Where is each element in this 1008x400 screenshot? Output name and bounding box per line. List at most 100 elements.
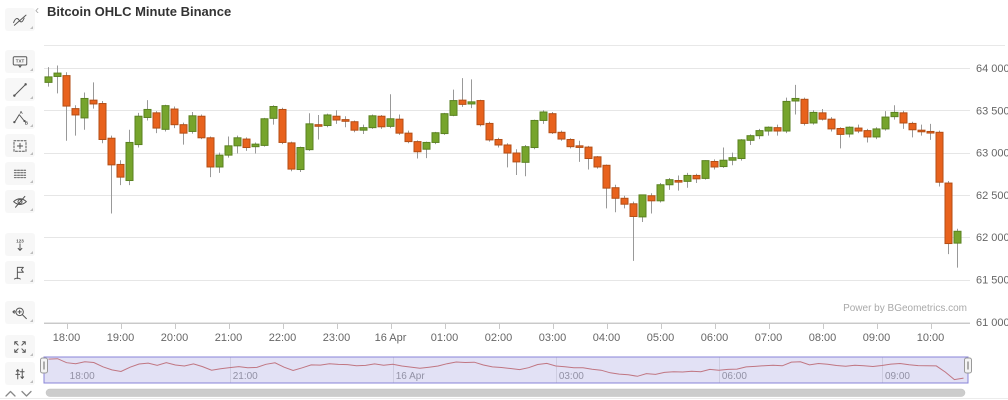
compare-arrows-tool[interactable] <box>5 362 35 385</box>
candle-down <box>773 127 782 132</box>
candle-up <box>215 154 224 168</box>
counter-icon: 123 <box>16 238 24 251</box>
crosshair-box-icon <box>13 139 27 152</box>
y-axis-label: 61 500 <box>976 275 1008 287</box>
navigator-label: 16 Apr <box>396 371 426 382</box>
candle-down <box>602 164 611 189</box>
expand-icon <box>14 340 26 353</box>
candle-up <box>764 126 773 132</box>
candle-down <box>242 138 251 149</box>
candle-up <box>872 128 881 138</box>
x-axis-label: 16 Apr <box>375 332 407 344</box>
candle-down <box>152 112 161 129</box>
y-axis-label: 63 000 <box>976 148 1008 160</box>
eye-slash-icon <box>13 195 27 208</box>
x-axis-label: 23:00 <box>323 332 351 344</box>
candle-down <box>899 112 908 124</box>
candle-up <box>530 119 539 149</box>
y-axis-label: 64 000 <box>976 63 1008 75</box>
candle-down <box>116 163 125 178</box>
credits-link[interactable]: Power by BGeometrics.com <box>843 303 967 314</box>
hide-annotations-tool[interactable] <box>5 190 35 213</box>
candle-down <box>395 118 404 134</box>
candle-down <box>575 145 584 148</box>
candle-up <box>134 115 143 146</box>
candle-down <box>647 195 656 202</box>
candle-down <box>503 144 512 154</box>
candle-down <box>566 138 575 148</box>
candle-up <box>44 76 53 83</box>
candle-up <box>143 108 152 118</box>
candle-up <box>953 230 962 244</box>
candle-down <box>629 203 638 217</box>
segment-tool[interactable] <box>5 78 35 101</box>
toolbar-scroll-down[interactable] <box>20 385 33 397</box>
candle-up <box>728 157 737 161</box>
candle-up <box>890 111 899 118</box>
text-annotation-tool[interactable]: TXT <box>5 50 35 73</box>
plot-area[interactable] <box>44 46 970 323</box>
candle-down <box>350 121 359 131</box>
candle-up <box>359 127 368 131</box>
x-axis-label: 03:00 <box>539 332 567 344</box>
candle-up <box>440 113 449 135</box>
navigator-label: 09:00 <box>885 371 910 382</box>
x-axis-label: 08:00 <box>809 332 837 344</box>
navigator-handle-left[interactable] <box>40 357 48 374</box>
x-axis-label: 02:00 <box>485 332 513 344</box>
x-axis-label: 22:00 <box>269 332 297 344</box>
candle-down <box>71 108 80 116</box>
zoom-range-tool[interactable] <box>5 301 35 324</box>
candle-down <box>458 99 467 105</box>
candle-up <box>323 114 332 127</box>
parallel-lines-tool[interactable] <box>5 162 35 185</box>
candle-down <box>278 108 287 143</box>
candle-up <box>638 194 647 218</box>
candle-up <box>521 146 530 163</box>
y-axis-label: 62 000 <box>976 232 1008 244</box>
y-axis-label: 61 000 <box>976 317 1008 329</box>
toolbar-scroll-up[interactable] <box>4 385 17 397</box>
svg-text:B: B <box>25 120 29 125</box>
navigator: 18:00 21:00 16 Apr 03:00 06:00 09:00 <box>40 356 972 384</box>
x-axis-label: 21:00 <box>215 332 243 344</box>
x-axis-label: 04:00 <box>593 332 621 344</box>
candle-down <box>197 115 206 139</box>
candle-down <box>107 137 116 166</box>
candle-up <box>260 118 269 146</box>
candle-up <box>53 72 62 77</box>
toolbar-collapse-button[interactable]: ‹ <box>35 3 39 17</box>
candle-down <box>674 180 683 183</box>
crosshair-select-tool[interactable] <box>5 134 35 157</box>
candle-up <box>269 105 278 119</box>
navigator-handle-right[interactable] <box>964 357 972 374</box>
candle-up <box>539 111 548 121</box>
candle-up <box>386 118 395 127</box>
navigator-selected-range[interactable] <box>43 356 969 384</box>
candle-up <box>782 100 791 132</box>
counter-tool[interactable]: 123 <box>5 233 35 256</box>
candle-down <box>485 122 494 141</box>
candle-down <box>584 146 593 160</box>
candle-up <box>656 184 665 202</box>
candle-up <box>746 135 755 141</box>
page-title: Bitcoin OHLC Minute Binance <box>47 4 232 19</box>
candle-down <box>98 103 107 140</box>
x-axis-label: 19:00 <box>107 332 135 344</box>
candle-down <box>710 160 719 168</box>
candle-up <box>422 141 431 150</box>
candle-up <box>251 143 260 148</box>
candle-down <box>611 187 620 199</box>
trend-line-tool[interactable] <box>5 8 35 31</box>
scrollbar-thumb[interactable] <box>45 388 966 397</box>
candle-up <box>791 97 800 102</box>
navigator-label: 21:00 <box>233 371 258 382</box>
segment-icon <box>13 82 27 97</box>
x-axis-label: 20:00 <box>161 332 189 344</box>
flag-tool[interactable] <box>5 261 35 284</box>
fullscreen-tool[interactable] <box>5 335 35 358</box>
candle-down <box>818 112 827 120</box>
x-axis-label: 01:00 <box>431 332 459 344</box>
